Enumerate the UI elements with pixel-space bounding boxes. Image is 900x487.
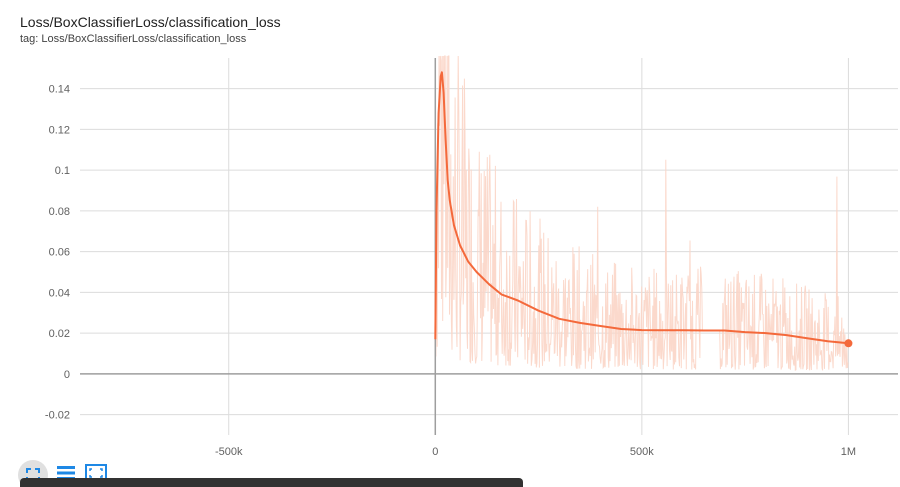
x-tick-label: 0: [432, 446, 438, 458]
y-tick-label: 0.06: [49, 247, 70, 259]
raw-series: [434, 55, 849, 371]
y-tick-label: 0.14: [49, 84, 70, 96]
y-tick-label: 0.04: [49, 287, 70, 299]
smoothed-series: [434, 71, 853, 348]
y-tick-label: 0.02: [49, 328, 70, 340]
x-tick-label: 1M: [841, 446, 856, 458]
fit-domain-icon: [26, 468, 40, 482]
y-tick-label: 0.12: [49, 124, 70, 136]
y-tick-label: 0.08: [49, 206, 70, 218]
y-tick-label: 0.1: [55, 165, 70, 177]
smoothed-line: [434, 71, 849, 345]
line-chart[interactable]: -0.02 0 0.02 0.04 0.06 0.08 0.1 0.12 0.14 -500k 0 5…: [0, 0, 900, 460]
x-tick-label: 500k: [630, 446, 654, 458]
y-tick-label: 0: [64, 369, 70, 381]
tooltip-bar: [20, 478, 523, 487]
tick-labels: -0.02 0 0.02 0.04 0.06 0.08 0.1 0.12 0.14 -500k 0 5…: [45, 84, 856, 458]
chart-tag: tag: Loss/BoxClassifierLoss/classificati…: [20, 33, 247, 45]
x-tick-label: -500k: [215, 446, 243, 458]
raw-line: [434, 55, 849, 371]
data-point: [844, 339, 853, 348]
y-tick-label: -0.02: [45, 410, 70, 422]
chart-title: Loss/BoxClassifierLoss/classification_lo…: [20, 14, 281, 30]
